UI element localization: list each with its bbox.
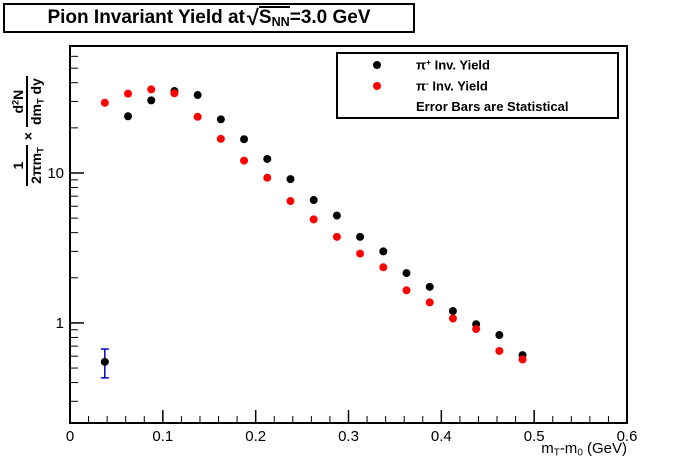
- x-tick-label: 0.4: [431, 428, 452, 445]
- data-point-pi-minus: [518, 355, 527, 364]
- data-point-pi-plus: [356, 232, 365, 241]
- data-point-pi-plus: [425, 282, 434, 291]
- x-tick-label: 0.5: [524, 428, 545, 445]
- data-point-pi-plus: [216, 115, 225, 124]
- data-point-pi-minus: [124, 89, 133, 98]
- x-tick-label: 0.1: [152, 428, 173, 445]
- data-point-pi-plus: [124, 112, 133, 121]
- x-tick-label: 0.2: [245, 428, 266, 445]
- title-suffix: =3.0 GeV: [289, 7, 371, 28]
- data-point-pi-minus: [216, 134, 225, 143]
- data-point-pi-plus: [240, 135, 249, 144]
- data-point-pi-minus: [100, 98, 109, 107]
- times-sign: ×: [20, 132, 36, 141]
- data-point-pi-minus: [332, 232, 341, 241]
- data-point-pi-plus: [309, 196, 318, 205]
- data-point-pi-minus: [147, 85, 156, 94]
- data-point-pi-plus: [448, 307, 457, 316]
- title-text: Pion Invariant Yield at: [47, 7, 245, 28]
- data-point-pi-minus: [240, 156, 249, 165]
- sqrt-symbol: √: [246, 5, 259, 30]
- sqrt-radicand: SNN: [258, 6, 290, 30]
- data-point-pi-plus: [495, 331, 504, 340]
- data-point-pi-plus: [263, 154, 272, 163]
- pi-plus-marker-icon: [373, 60, 381, 69]
- data-point-pi-minus: [193, 112, 202, 121]
- x-tick-label: 0: [66, 428, 74, 445]
- data-point-pi-minus: [448, 314, 457, 323]
- legend-entry-pi-plus: π+ Inv. Yield: [338, 54, 617, 75]
- data-point-pi-minus: [263, 173, 272, 182]
- data-point-pi-plus: [379, 247, 388, 256]
- data-point-pi-plus: [332, 211, 341, 220]
- data-point-pi-plus: [100, 357, 109, 366]
- title-box: Pion Invariant Yield at √ SNN =3.0 GeV: [3, 3, 415, 33]
- y-tick-label: 10: [47, 165, 64, 182]
- y-title-fraction-1: 1 2πmT: [10, 145, 46, 186]
- y-axis-title: 1 2πmT × d2N dmT dy: [9, 45, 47, 217]
- y-title-fraction-2: d2N dmT dy: [10, 76, 46, 128]
- y-tick-label: 1: [56, 315, 64, 332]
- data-point-pi-minus: [309, 215, 318, 224]
- legend-box: π+ Inv. Yield π- Inv. Yield Error Bars a…: [336, 52, 619, 119]
- data-point-pi-plus: [193, 91, 202, 100]
- legend-note: Error Bars are Statistical: [416, 99, 569, 114]
- data-point-pi-minus: [472, 325, 481, 334]
- legend-entry-pi-minus: π- Inv. Yield: [338, 75, 617, 96]
- x-axis-title: mT-m0 (GeV): [541, 440, 627, 459]
- data-point-pi-minus: [379, 263, 388, 272]
- data-point-pi-minus: [170, 89, 179, 98]
- pi-minus-marker-icon: [373, 81, 381, 90]
- data-point-pi-minus: [286, 197, 295, 206]
- data-point-pi-plus: [147, 96, 156, 105]
- x-tick-label: 0.3: [338, 428, 359, 445]
- data-point-pi-minus: [402, 286, 411, 295]
- data-point-pi-plus: [402, 269, 411, 278]
- data-point-pi-minus: [356, 249, 365, 258]
- data-point-pi-minus: [495, 346, 504, 355]
- data-point-pi-minus: [425, 298, 434, 307]
- data-point-pi-plus: [286, 175, 295, 184]
- x-tick-label: 0.6: [617, 428, 638, 445]
